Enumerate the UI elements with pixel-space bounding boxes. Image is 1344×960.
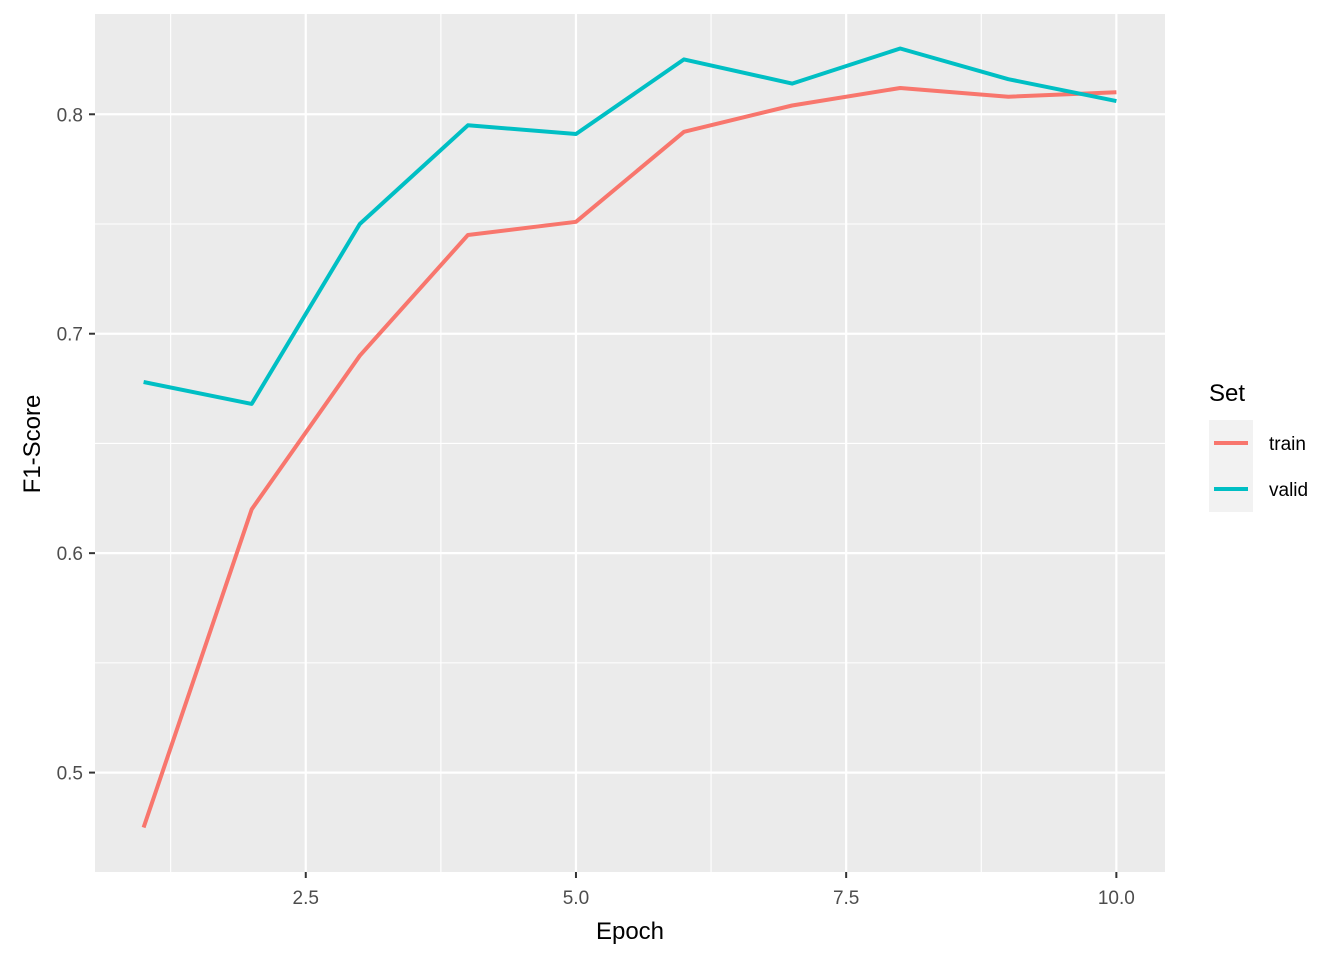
legend-items: train valid [1209,420,1308,512]
x-tick-label: 10.0 [1098,888,1135,909]
minor-gridlines [95,14,1165,872]
y-axis: 0.5 0.6 0.7 0.8 [57,105,95,785]
x-axis: 2.5 5.0 7.5 10.0 [293,872,1135,909]
y-tick-label: 0.6 [57,544,83,565]
x-tick-label: 2.5 [293,888,319,909]
y-tick-label: 0.7 [57,325,83,346]
legend-title: Set [1209,380,1245,407]
series-lines [141,46,1117,829]
legend-item-train: train [1209,420,1306,466]
series-line-train [141,86,1117,829]
major-gridlines [95,14,1165,872]
y-tick-label: 0.5 [57,764,83,785]
legend-label: valid [1269,480,1308,501]
series-line-valid [143,46,1117,406]
x-tick-label: 5.0 [563,888,589,909]
x-axis-title: Epoch [596,918,664,945]
legend-item-valid: valid [1209,466,1308,512]
y-axis-title: F1-Score [19,395,46,494]
y-tick-label: 0.8 [57,105,83,126]
legend-label: train [1269,434,1306,455]
x-tick-label: 7.5 [833,888,859,909]
legend: Set train valid [1209,380,1308,512]
